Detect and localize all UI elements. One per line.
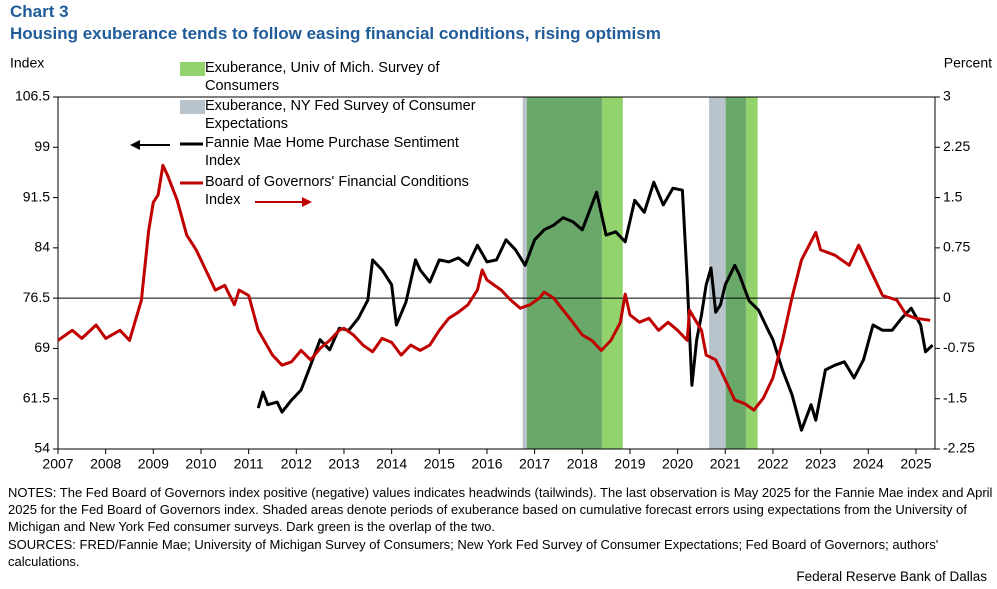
x-tick-label: 2018	[567, 456, 598, 472]
y2-tick-label: -2.25	[943, 440, 975, 456]
legend-label: Fannie Mae Home Purchase Sentiment Index	[205, 135, 459, 169]
y-tick-label: 106.5	[15, 88, 50, 104]
y2-axis-label: Percent	[944, 55, 992, 71]
x-tick-label: 2008	[90, 456, 121, 472]
y-tick-label: 91.5	[23, 188, 50, 204]
x-tick-label: 2021	[710, 456, 741, 472]
legend-label: Exuberance, NY Fed Survey of Consumer Ex…	[205, 98, 476, 132]
y-axis-label: Index	[10, 55, 44, 71]
series-line	[57, 163, 931, 412]
footer: Federal Reserve Bank of Dallas	[796, 569, 987, 584]
x-tick-label: 2022	[757, 456, 788, 472]
plot-frame	[57, 96, 936, 450]
overlap-period	[725, 97, 746, 449]
chart-subtitle: Housing exuberance tends to follow easin…	[10, 24, 661, 43]
y-tick-label: 84	[34, 239, 50, 255]
x-tick-label: 2024	[853, 456, 884, 472]
x-tick-label: 2007	[42, 456, 73, 472]
x-tick-label: 2023	[805, 456, 836, 472]
legend-label: Board of Governors' Financial Conditions…	[205, 174, 469, 208]
y2-tick-label: 2.25	[943, 138, 970, 154]
notes: NOTES: The Fed Board of Governors index …	[8, 485, 993, 534]
x-tick-label: 2025	[900, 456, 931, 472]
x-tick-label: 2017	[519, 456, 550, 472]
sources: SOURCES: FRED/Fannie Mae; University of …	[8, 537, 939, 569]
x-tick-label: 2016	[471, 456, 502, 472]
x-tick-label: 2014	[376, 456, 407, 472]
y2-tick-label: 0.75	[943, 239, 970, 255]
y2-tick-label: -1.5	[943, 389, 967, 405]
y-tick-label: 61.5	[23, 389, 50, 405]
x-tick-label: 2012	[281, 456, 312, 472]
arrow-head	[302, 197, 312, 207]
x-tick-label: 2019	[614, 456, 645, 472]
y-tick-label: 54	[34, 440, 50, 456]
overlap-period	[527, 97, 602, 449]
x-tick-label: 2015	[424, 456, 455, 472]
legend-arrows	[130, 140, 312, 207]
x-tick-label: 2020	[662, 456, 693, 472]
legend-label: Exuberance, Univ of Mich. Survey of Cons…	[205, 60, 440, 94]
y2-tick-label: -0.75	[943, 339, 975, 355]
y-tick-label: 69	[34, 339, 50, 355]
y-tick-label: 99	[34, 138, 50, 154]
y2-tick-label: 3	[943, 88, 951, 104]
y2-tick-label: 1.5	[943, 188, 963, 204]
chart-title: Chart 3	[10, 2, 69, 21]
x-tick-label: 2011	[234, 456, 264, 472]
x-tick-label: 2009	[138, 456, 169, 472]
series-line	[256, 180, 934, 432]
x-tick-label: 2010	[185, 456, 216, 472]
y2-tick-label: 0	[943, 289, 951, 305]
x-tick-label: 2013	[328, 456, 359, 472]
y-tick-label: 76.5	[23, 289, 50, 305]
legend-swatch	[180, 100, 205, 114]
legend-swatch	[180, 62, 205, 76]
arrow-head	[130, 140, 140, 150]
